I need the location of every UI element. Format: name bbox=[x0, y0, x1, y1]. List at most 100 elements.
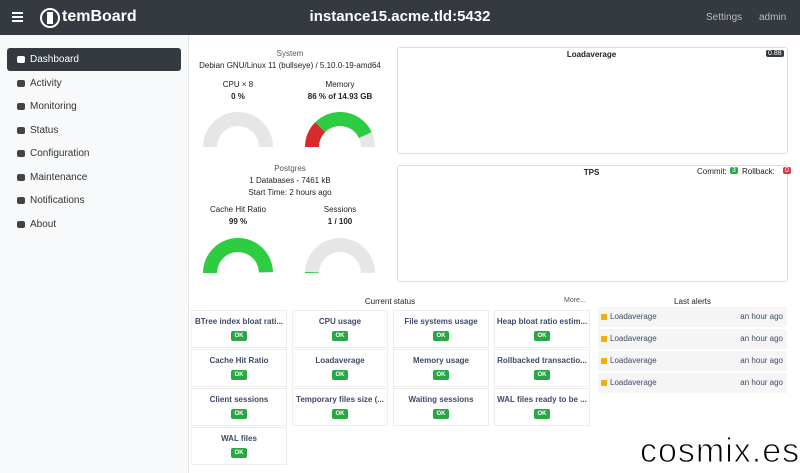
nav-item[interactable]: Activity bbox=[7, 72, 181, 95]
status-badge: OK bbox=[433, 409, 449, 419]
chart-title: TPS bbox=[583, 168, 600, 177]
status-card[interactable]: CPU usage OK bbox=[292, 310, 388, 348]
nav-item[interactable]: Configuration bbox=[7, 142, 181, 165]
postgres-start-time: Start Time: 2 hours ago bbox=[248, 188, 332, 197]
legend-badge: 0 bbox=[783, 167, 791, 174]
chart-badge: 0.88 bbox=[766, 50, 784, 57]
nav-icon bbox=[17, 103, 25, 110]
user-menu[interactable]: admin bbox=[759, 12, 787, 23]
nav-icon bbox=[17, 126, 25, 134]
instance-name: instance15.acme.tld:5432 bbox=[309, 8, 491, 25]
status-card[interactable]: Memory usage OK bbox=[393, 349, 489, 387]
gauge-value: 99 % bbox=[228, 217, 248, 226]
status-name: Waiting sessions bbox=[408, 395, 474, 404]
status-name: File systems usage bbox=[404, 317, 478, 326]
logo bbox=[40, 8, 60, 28]
status-badge: OK bbox=[534, 409, 550, 419]
status-badge: OK bbox=[231, 370, 247, 380]
nav-icon bbox=[17, 79, 25, 87]
alert-icon bbox=[601, 358, 607, 364]
status-badge: OK bbox=[433, 331, 449, 341]
legend-label: Rollback: bbox=[742, 167, 775, 176]
alert-name: Loadaverage bbox=[610, 356, 657, 365]
gauge-value: 0 % bbox=[231, 92, 245, 101]
status-name: WAL files bbox=[221, 434, 257, 443]
legend-label: Commit: bbox=[697, 167, 727, 176]
nav-item[interactable]: Maintenance bbox=[7, 166, 181, 189]
nav-item[interactable]: About bbox=[7, 213, 181, 236]
status-title: Current status bbox=[364, 297, 416, 306]
status-badge: OK bbox=[332, 331, 348, 341]
settings-link[interactable]: Settings bbox=[706, 12, 743, 23]
legend-badge: 3 bbox=[730, 167, 738, 174]
chart-title: Loadaverage bbox=[566, 50, 617, 59]
status-name: Heap bloat ratio estim... bbox=[496, 317, 588, 326]
nav-item[interactable]: Dashboard bbox=[7, 48, 181, 71]
alert-time: an hour ago bbox=[740, 378, 783, 387]
status-card[interactable]: Loadaverage OK bbox=[292, 349, 388, 387]
alert-row[interactable]: Loadaverage an hour ago bbox=[598, 373, 787, 393]
alert-row[interactable]: Loadaverage an hour ago bbox=[598, 351, 787, 371]
more-link[interactable]: More... bbox=[564, 297, 586, 304]
status-badge: OK bbox=[534, 370, 550, 380]
alert-time: an hour ago bbox=[740, 356, 783, 365]
loadaverage-panel bbox=[397, 47, 788, 154]
status-card[interactable]: Heap bloat ratio estim... OK bbox=[494, 310, 590, 348]
alert-time: an hour ago bbox=[740, 334, 783, 343]
alert-name: Loadaverage bbox=[610, 378, 657, 387]
status-card[interactable]: Waiting sessions OK bbox=[393, 388, 489, 426]
alert-icon bbox=[601, 336, 607, 342]
alert-icon bbox=[601, 314, 607, 320]
alert-row[interactable]: Loadaverage an hour ago bbox=[598, 307, 787, 327]
gauge-label: CPU × 8 bbox=[222, 80, 254, 89]
nav-item[interactable]: Notifications bbox=[7, 189, 181, 212]
nav-icon bbox=[17, 150, 25, 157]
status-name: Cache Hit Ratio bbox=[209, 356, 269, 365]
status-name: WAL files ready to be ... bbox=[497, 395, 587, 404]
tps-panel bbox=[397, 165, 788, 282]
status-name: Rollbacked transactio... bbox=[497, 356, 587, 365]
nav-item[interactable]: Monitoring bbox=[7, 95, 181, 118]
system-title: System bbox=[276, 49, 304, 58]
nav-icon bbox=[17, 197, 25, 204]
watermark: cosmix.es bbox=[639, 432, 800, 471]
status-name: CPU usage bbox=[318, 317, 362, 326]
postgres-title: Postgres bbox=[274, 164, 306, 173]
nav-item[interactable]: Status bbox=[7, 119, 181, 142]
status-card[interactable]: Rollbacked transactio... OK bbox=[494, 349, 590, 387]
alert-row[interactable]: Loadaverage an hour ago bbox=[598, 329, 787, 349]
gauge-track bbox=[203, 112, 273, 147]
status-card[interactable]: Cache Hit Ratio OK bbox=[191, 349, 287, 387]
menu-icon[interactable] bbox=[12, 12, 24, 23]
status-name: Memory usage bbox=[412, 356, 470, 365]
gauge-label: Sessions bbox=[323, 205, 357, 214]
status-card[interactable]: Client sessions OK bbox=[191, 388, 287, 426]
brand[interactable]: temBoard bbox=[62, 8, 137, 25]
status-card[interactable]: File systems usage OK bbox=[393, 310, 489, 348]
status-badge: OK bbox=[332, 409, 348, 419]
status-name: Loadaverage bbox=[315, 356, 365, 365]
status-badge: OK bbox=[534, 331, 550, 341]
sidebar: Dashboard Activity Monitoring Status Configu… bbox=[0, 35, 189, 473]
status-name: Temporary files size (... bbox=[296, 395, 384, 404]
status-card[interactable]: WAL files ready to be ... OK bbox=[494, 388, 590, 426]
status-name: Client sessions bbox=[209, 395, 269, 404]
gauge-segment bbox=[305, 271, 320, 273]
status-name: BTree index bloat rati... bbox=[194, 317, 284, 326]
nav-icon bbox=[17, 56, 25, 63]
gauge-segment bbox=[305, 122, 326, 147]
navbar: temBoard instance15.acme.tld:5432 Settin… bbox=[0, 0, 800, 35]
gauge-label: Cache Hit Ratio bbox=[209, 205, 267, 214]
status-card[interactable]: WAL files OK bbox=[191, 427, 287, 465]
gauge-track bbox=[305, 238, 375, 273]
nav-icon bbox=[17, 173, 25, 181]
status-card[interactable]: BTree index bloat rati... OK bbox=[191, 310, 287, 348]
gauge-label: Memory bbox=[325, 80, 355, 89]
alerts-title: Last alerts bbox=[674, 297, 711, 306]
alert-name: Loadaverage bbox=[610, 312, 657, 321]
status-badge: OK bbox=[433, 370, 449, 380]
status-badge: OK bbox=[231, 331, 247, 341]
status-card[interactable]: Temporary files size (... OK bbox=[292, 388, 388, 426]
gauge-segment bbox=[315, 111, 372, 139]
